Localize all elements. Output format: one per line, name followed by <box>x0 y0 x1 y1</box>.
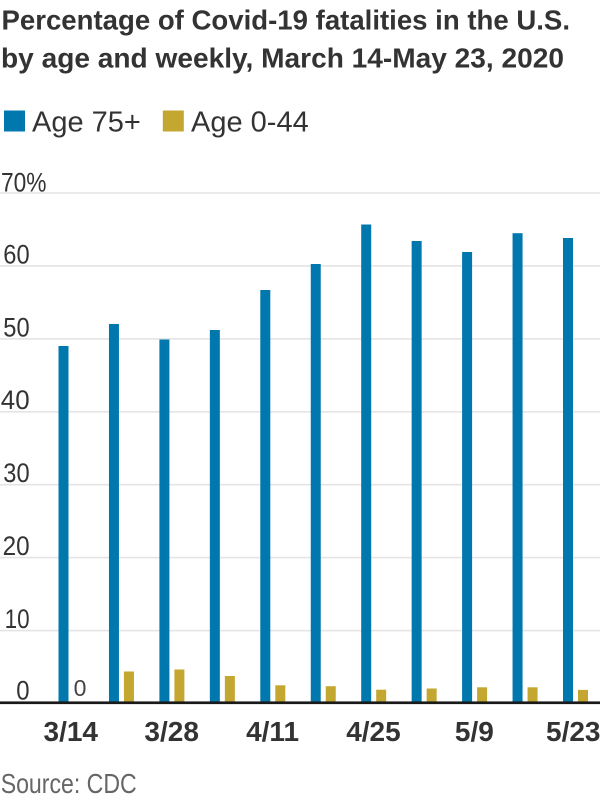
svg-text:3/14: 3/14 <box>44 716 99 747</box>
svg-text:3/28: 3/28 <box>144 716 199 747</box>
svg-text:by age and weekly, March 14-Ma: by age and weekly, March 14-May 23, 2020 <box>1 43 564 74</box>
svg-text:5/9: 5/9 <box>455 716 494 747</box>
svg-text:4/11: 4/11 <box>246 716 299 747</box>
svg-text:Age 0-44: Age 0-44 <box>191 107 309 139</box>
svg-text:40: 40 <box>1 385 30 415</box>
svg-text:10: 10 <box>5 604 30 634</box>
svg-text:5/23: 5/23 <box>546 716 600 747</box>
svg-text:50: 50 <box>3 312 29 342</box>
svg-text:Percentage of Covid-19 fatalit: Percentage of Covid-19 fatalities in the… <box>2 5 571 36</box>
svg-text:0: 0 <box>74 675 87 701</box>
svg-text:60: 60 <box>3 240 29 270</box>
svg-text:0: 0 <box>16 675 29 705</box>
svg-text:Age 75+: Age 75+ <box>32 107 141 139</box>
svg-text:70%: 70% <box>1 167 47 197</box>
svg-text:4/25: 4/25 <box>346 716 401 747</box>
svg-text:Source: CDC: Source: CDC <box>1 768 137 799</box>
svg-text:30: 30 <box>3 458 29 488</box>
svg-text:20: 20 <box>3 531 30 561</box>
